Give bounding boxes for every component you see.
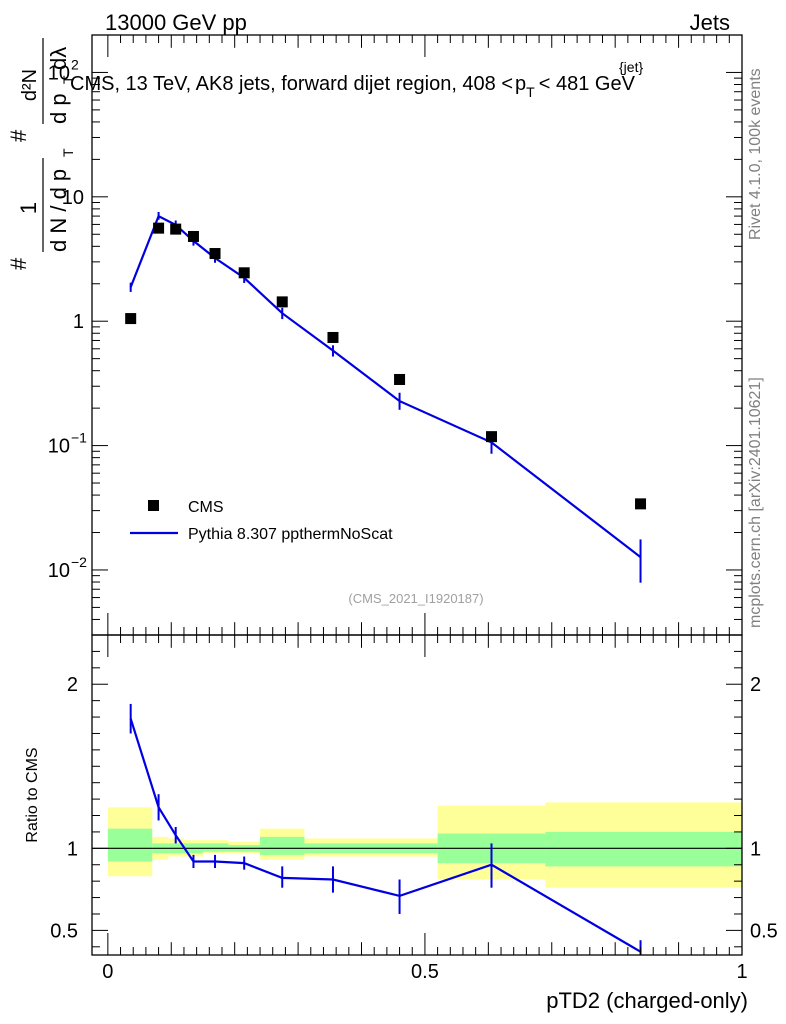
cms-data-point (394, 373, 406, 385)
ratio-line (129, 718, 642, 953)
uncertainty-band-inner (260, 836, 305, 855)
plot-title-post: < 481 GeV (539, 73, 636, 95)
cms-data-point (238, 267, 250, 279)
y-tick-label: 10 (48, 62, 70, 84)
y-label-hash-2: # (6, 129, 31, 142)
cms-data-point (170, 223, 182, 235)
plot-title-sub: T (526, 84, 535, 100)
y-label-den: d N / d p (46, 169, 71, 252)
category-label: Jets (690, 10, 730, 35)
plot-title: CMS, 13 TeV, AK8 jets, forward dijet reg… (70, 73, 636, 100)
y-tick-label-exponent: −1 (71, 430, 87, 446)
y-label-den-sub: T (60, 148, 76, 157)
ratio-y-tick-label-right: 1 (750, 838, 761, 860)
cms-data-point (153, 222, 165, 234)
ratio-plot-area (92, 703, 742, 955)
ratio-panel-frame (91, 634, 743, 956)
plot-title-sup: {jet} (619, 59, 643, 75)
cms-data-point (327, 331, 339, 343)
cms-data-point (635, 498, 647, 510)
ratio-y-tick-label: 0.5 (50, 920, 78, 942)
legend-cms-marker (148, 500, 159, 511)
ratio-panel: 0.5 0.51 12 20 0.5 1 (50, 634, 778, 983)
beam-label: 13000 GeV pp (105, 10, 247, 35)
side-version-label: Rivet 4.1.0, 100k events (747, 68, 764, 240)
y-label-den2-sub: T (60, 75, 76, 84)
y-tick-label: 1 (73, 311, 84, 333)
x-tick-label: 1 (736, 961, 747, 983)
legend: CMS Pythia 8.307 ppthermNoScat (130, 499, 393, 543)
side-site-label: mcplots.cern.ch [arXiv:2401.10621] (747, 377, 764, 628)
y-label-one: 1 (16, 202, 41, 214)
ratio-y-tick-label-right: 2 (750, 674, 761, 696)
y-tick-label: 10 (48, 560, 70, 582)
y-tick-label-exponent: −2 (71, 554, 87, 570)
y-tick-label: 10 (62, 187, 84, 209)
y-label-num2: d²N (19, 69, 41, 101)
y-axis-label: # 1 d N / d p T # d²N d p T dλ (6, 38, 76, 270)
x-axis-label: pTD2 (charged-only) (546, 988, 748, 1013)
uncertainty-band-inner (202, 843, 229, 852)
y-tick-label: 10 (48, 436, 70, 458)
cms-data-point (209, 248, 221, 260)
analysis-id-label: (CMS_2021_I1920187) (348, 591, 483, 606)
y-tick-label-exponent: 2 (71, 56, 79, 72)
y-label-den2: d p (46, 93, 71, 124)
ratio-y-tick-label: 2 (67, 674, 78, 696)
ratio-axes: 0.5 0.51 12 20 0.5 1 (50, 634, 778, 983)
ratio-y-tick-label: 1 (67, 838, 78, 860)
y-label-den2-tail: dλ (46, 47, 71, 70)
y-label-hash: # (6, 257, 31, 270)
plot-title-pre: CMS, 13 TeV, AK8 jets, forward dijet reg… (70, 73, 513, 95)
cms-data-point (276, 296, 288, 308)
x-tick-label: 0 (102, 961, 113, 983)
x-tick-label: 0.5 (411, 961, 439, 983)
ratio-y-label: Ratio to CMS (24, 747, 41, 842)
uncertainty-band-inner (107, 828, 153, 862)
uncertainty-band-inner (545, 831, 742, 867)
cms-data-point (486, 431, 498, 443)
legend-cms-label: CMS (188, 499, 224, 516)
ratio-y-tick-label-right: 0.5 (750, 920, 778, 942)
main-plot-area (125, 212, 647, 583)
cms-data-point (187, 230, 199, 242)
plot-title-p: p (515, 73, 526, 95)
main-panel-frame (91, 34, 743, 636)
cms-data-point (125, 313, 137, 325)
legend-mc-label: Pythia 8.307 ppthermNoScat (188, 526, 393, 543)
